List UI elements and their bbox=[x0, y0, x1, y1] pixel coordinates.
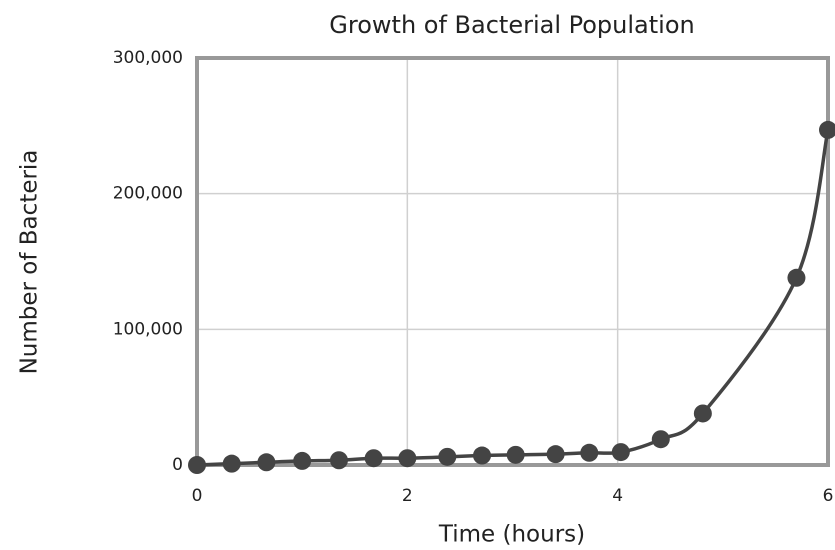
x-tick-label: 0 bbox=[192, 486, 203, 506]
data-point bbox=[293, 451, 312, 470]
data-point bbox=[546, 445, 565, 464]
x-tick-label: 6 bbox=[823, 486, 834, 506]
data-point bbox=[693, 404, 712, 423]
y-tick-label: 300,000 bbox=[113, 48, 183, 68]
x-axis-label: Time (hours) bbox=[438, 522, 585, 548]
data-point bbox=[580, 443, 599, 462]
data-point bbox=[819, 120, 835, 139]
x-tick-label: 4 bbox=[612, 486, 623, 506]
data-point bbox=[188, 456, 206, 474]
data-point bbox=[398, 449, 417, 468]
chart-title: Growth of Bacterial Population bbox=[329, 11, 694, 39]
y-tick-label: 0 bbox=[172, 455, 183, 475]
plot-frame bbox=[195, 56, 830, 467]
x-tick-label: 2 bbox=[402, 486, 413, 506]
data-point bbox=[222, 454, 241, 473]
y-tick-label: 200,000 bbox=[113, 184, 183, 204]
data-point bbox=[651, 430, 670, 449]
data-point bbox=[787, 268, 806, 287]
y-tick-label: 100,000 bbox=[113, 319, 183, 339]
data-point bbox=[611, 443, 630, 462]
data-point bbox=[438, 447, 457, 466]
data-point bbox=[506, 445, 525, 464]
y-axis-label: Number of Bacteria bbox=[17, 150, 43, 375]
data-point bbox=[364, 449, 383, 468]
fit-curve bbox=[196, 129, 830, 467]
data-point bbox=[473, 446, 492, 465]
data-point bbox=[329, 451, 348, 470]
data-point bbox=[257, 453, 276, 472]
